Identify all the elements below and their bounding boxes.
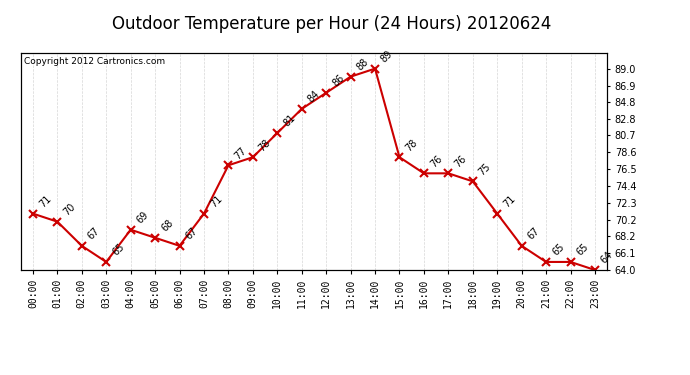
Text: 64: 64 <box>599 250 615 266</box>
Text: 81: 81 <box>282 113 297 129</box>
Text: 76: 76 <box>428 153 444 169</box>
Text: 69: 69 <box>135 210 150 225</box>
Text: 68: 68 <box>159 218 175 234</box>
Text: 78: 78 <box>404 137 420 153</box>
Text: Outdoor Temperature per Hour (24 Hours) 20120624: Outdoor Temperature per Hour (24 Hours) … <box>112 15 551 33</box>
Text: 77: 77 <box>233 145 248 161</box>
Text: 88: 88 <box>355 57 371 72</box>
Text: 71: 71 <box>502 194 518 210</box>
Text: 89: 89 <box>380 49 395 64</box>
Text: 65: 65 <box>575 242 591 258</box>
Text: 65: 65 <box>110 242 126 258</box>
Text: 84: 84 <box>306 89 322 105</box>
Text: 78: 78 <box>257 137 273 153</box>
Text: 76: 76 <box>453 153 469 169</box>
Text: 71: 71 <box>208 194 224 210</box>
Text: 75: 75 <box>477 161 493 177</box>
Text: 70: 70 <box>61 202 77 217</box>
Text: 67: 67 <box>526 226 542 242</box>
Text: 67: 67 <box>86 226 102 242</box>
Text: Copyright 2012 Cartronics.com: Copyright 2012 Cartronics.com <box>23 57 165 66</box>
Text: 67: 67 <box>184 226 199 242</box>
Text: 71: 71 <box>37 194 53 210</box>
Text: 65: 65 <box>550 242 566 258</box>
Text: 86: 86 <box>331 73 346 88</box>
